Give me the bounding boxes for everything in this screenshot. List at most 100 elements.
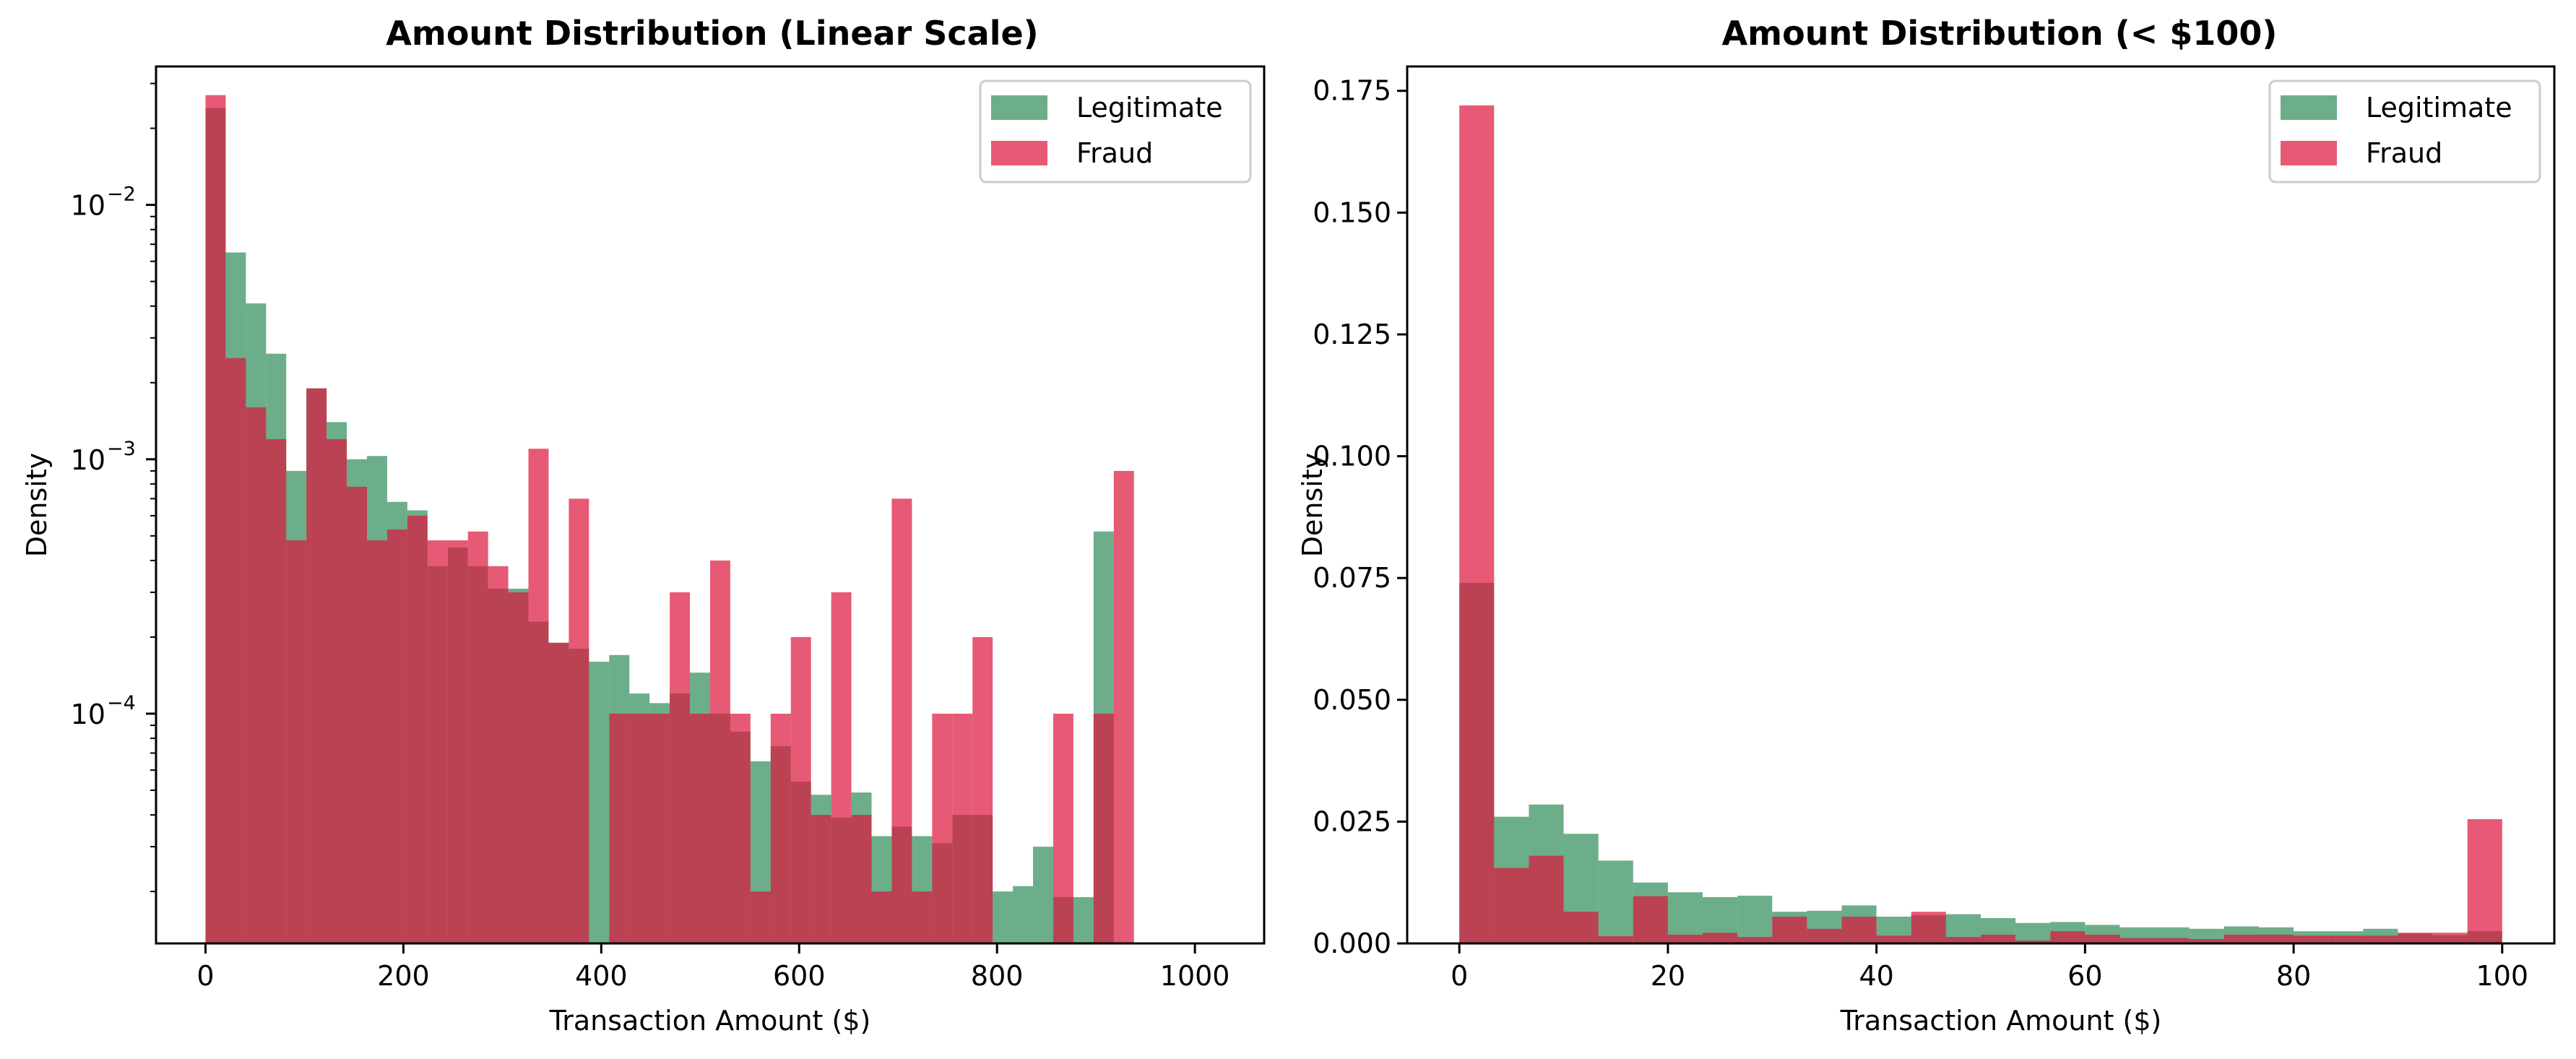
left-bar-fraud bbox=[750, 891, 771, 943]
right-bar-fraud bbox=[2294, 935, 2329, 943]
left-x-tick-label: 800 bbox=[971, 960, 1024, 992]
right-y-tick-label: 0.000 bbox=[1313, 928, 1391, 959]
left-bar-fraud bbox=[811, 815, 831, 943]
left-bar-fraud bbox=[225, 358, 246, 943]
right-bar-fraud bbox=[2223, 934, 2259, 943]
left-bar-fraud bbox=[205, 95, 226, 943]
right-bar-fraud bbox=[1981, 934, 2016, 943]
right-x-tick-label: 60 bbox=[2067, 960, 2102, 992]
right-x-tick-label: 100 bbox=[2476, 960, 2529, 992]
left-bar-fraud bbox=[347, 486, 368, 943]
right-bar-fraud bbox=[1633, 896, 1668, 943]
left-bar-fraud bbox=[891, 498, 912, 943]
left-bar-legitimate bbox=[1013, 886, 1034, 943]
left-histogram-panel: Amount Distribution (Linear Scale) 0 200 4… bbox=[21, 14, 1266, 1037]
right-legend-label-legitimate: Legitimate bbox=[2366, 92, 2512, 124]
left-bar-fraud bbox=[367, 540, 387, 943]
right-bar-fraud bbox=[2119, 938, 2155, 943]
right-y-tick-label: 0.125 bbox=[1313, 319, 1391, 350]
right-axes-frame bbox=[1406, 65, 2556, 945]
right-bars bbox=[1459, 105, 2502, 943]
left-bar-fraud bbox=[246, 407, 267, 943]
left-bar-fraud bbox=[831, 592, 852, 943]
left-bar-fraud bbox=[266, 438, 287, 943]
right-bar-fraud bbox=[2189, 938, 2224, 943]
left-x-tick-label: 600 bbox=[773, 960, 826, 992]
left-bar-legitimate bbox=[1033, 847, 1053, 943]
left-bar-fraud bbox=[649, 713, 670, 943]
right-bar-fraud bbox=[1703, 933, 1738, 943]
left-x-tick-label: 200 bbox=[377, 960, 430, 992]
left-legend-swatch-legitimate bbox=[991, 95, 1047, 120]
left-bar-fraud bbox=[286, 540, 307, 943]
left-bar-fraud bbox=[386, 529, 407, 943]
right-bar-legitimate bbox=[2015, 922, 2051, 943]
right-ticks: 0 20 40 60 80 100 0.000 0.025 0.050 0.075 0.100 0.1… bbox=[1313, 75, 2528, 992]
right-bar-fraud bbox=[1807, 928, 1842, 943]
left-y-axis-label: Density bbox=[21, 453, 53, 557]
right-bar-fraud bbox=[2050, 931, 2086, 943]
right-histogram-panel: Amount Distribution (< $100) 0 20 40 60 80 10… bbox=[1297, 14, 2556, 1037]
right-bar-fraud bbox=[1667, 934, 1703, 943]
left-y-tick-label: 10 bbox=[71, 699, 105, 730]
right-bar-fraud bbox=[2432, 933, 2468, 943]
left-y-tick-label: 10 bbox=[71, 190, 105, 222]
left-bar-legitimate bbox=[993, 891, 1013, 943]
left-bar-fraud bbox=[851, 815, 872, 943]
left-bar-fraud bbox=[871, 891, 892, 943]
right-bar-fraud bbox=[2328, 935, 2364, 943]
right-bar-fraud bbox=[2363, 935, 2398, 943]
left-bar-fraud bbox=[407, 515, 428, 943]
right-bar-fraud bbox=[1876, 935, 1911, 943]
right-bar-fraud bbox=[1772, 916, 1807, 943]
right-y-tick-label: 0.175 bbox=[1313, 75, 1391, 107]
right-bar-fraud bbox=[2154, 938, 2190, 943]
right-bar-fraud bbox=[1494, 868, 1529, 943]
right-x-tick-label: 0 bbox=[1451, 960, 1468, 992]
right-legend-swatch-fraud bbox=[2281, 141, 2337, 165]
right-x-tick-label: 80 bbox=[2276, 960, 2311, 992]
right-bar-fraud bbox=[1459, 105, 1495, 943]
left-bar-fraud bbox=[932, 713, 953, 943]
left-y-tick-exponent: −3 bbox=[107, 438, 136, 460]
left-legend-swatch-fraud bbox=[991, 141, 1047, 165]
left-x-axis-label: Transaction Amount ($) bbox=[549, 1005, 871, 1037]
right-bar-fraud bbox=[1529, 855, 1564, 943]
left-bar-fraud bbox=[528, 449, 549, 943]
right-bar-fraud bbox=[2398, 933, 2433, 943]
right-bar-fraud bbox=[2015, 940, 2051, 943]
left-bar-fraud bbox=[427, 540, 448, 943]
left-bar-fraud bbox=[972, 636, 993, 943]
right-legend-swatch-legitimate bbox=[2281, 95, 2337, 120]
left-bar-fraud bbox=[1093, 713, 1114, 943]
right-bar-legitimate bbox=[1737, 895, 1773, 943]
left-bar-fraud bbox=[952, 713, 973, 943]
left-bar-fraud bbox=[690, 713, 710, 943]
left-bar-fraud bbox=[670, 592, 691, 943]
left-bar-legitimate bbox=[1073, 896, 1094, 943]
right-bar-legitimate bbox=[1598, 860, 1633, 943]
left-bar-legitimate bbox=[589, 662, 610, 943]
left-bar-fraud bbox=[488, 566, 509, 943]
right-bar-fraud bbox=[1841, 916, 1877, 943]
left-x-tick-label: 400 bbox=[575, 960, 628, 992]
left-chart-title: Amount Distribution (Linear Scale) bbox=[386, 14, 1038, 53]
left-bar-fraud bbox=[569, 498, 589, 943]
right-bar-fraud bbox=[2085, 934, 2120, 943]
left-bar-fraud bbox=[548, 642, 569, 943]
left-legend-label-fraud: Fraud bbox=[1076, 137, 1153, 169]
left-bar-fraud bbox=[710, 560, 730, 943]
left-legend-box bbox=[979, 79, 1252, 183]
left-bar-fraud bbox=[327, 438, 347, 943]
left-bar-fraud bbox=[912, 891, 933, 943]
right-legend-box bbox=[2268, 79, 2541, 183]
right-y-tick-label: 0.100 bbox=[1313, 441, 1391, 472]
right-legend-label-fraud: Fraud bbox=[2366, 137, 2442, 169]
right-y-tick-label: 0.025 bbox=[1313, 805, 1391, 837]
left-bar-fraud bbox=[629, 713, 650, 943]
right-y-tick-label: 0.150 bbox=[1313, 196, 1391, 228]
right-bar-fraud bbox=[1737, 937, 1773, 943]
right-chart-title: Amount Distribution (< $100) bbox=[1722, 14, 2278, 53]
